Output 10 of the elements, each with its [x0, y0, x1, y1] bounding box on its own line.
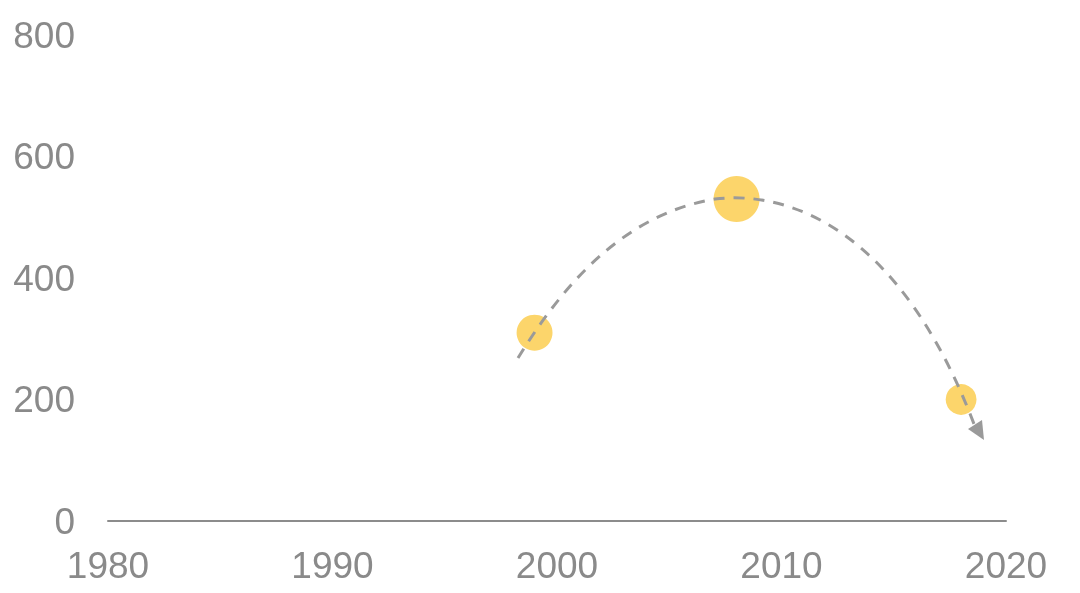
x-tick-label: 1990: [291, 545, 374, 586]
x-tick-label: 2010: [740, 545, 823, 586]
x-tick-label: 2000: [515, 545, 599, 586]
y-tick-label: 600: [13, 136, 75, 177]
y-tick-label: 0: [54, 500, 75, 542]
y-tick-label: 200: [13, 379, 75, 420]
x-tick-label: 1980: [66, 545, 150, 586]
y-tick-label: 800: [13, 14, 75, 56]
x-tick-label: 2020: [964, 545, 1048, 586]
y-tick-label: 400: [13, 257, 75, 299]
